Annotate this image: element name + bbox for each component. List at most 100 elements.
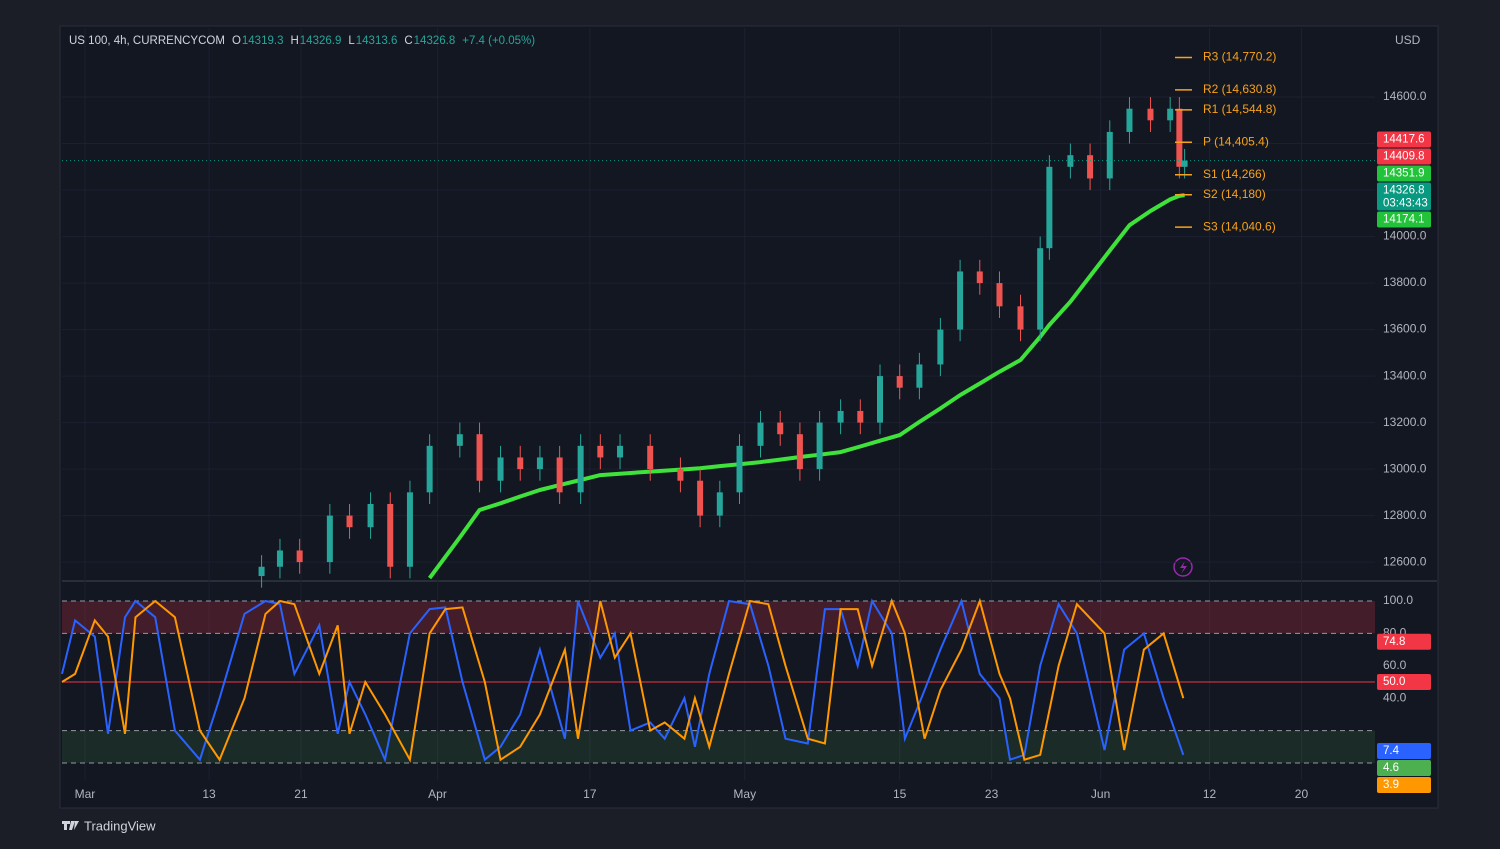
candle-body [597,445,604,458]
candle-body [1181,160,1188,167]
price-badge [1377,165,1431,182]
price-badge-label: 74.8 [1383,636,1405,648]
price-badge-label: 4.6 [1383,762,1399,774]
pivot-label: R2 (14,630.8) [1203,82,1276,96]
countdown: 03:43:43 [1383,198,1428,210]
candle-body [777,422,784,435]
y-tick-label: 13200.0 [1383,415,1427,429]
legend-text: 14326.8 [414,35,456,47]
y-tick-label: 14600.0 [1383,89,1427,103]
candle-body [536,457,543,470]
y-tick-label: 14000.0 [1383,229,1427,243]
candle-body [757,422,764,446]
x-tick-label: Mar [75,787,96,801]
legend-text: O [232,35,241,47]
candle-body [426,445,433,493]
candle-body [716,492,723,516]
candle-body [816,422,823,470]
candle-body [406,492,413,567]
candle-body [517,457,524,470]
legend-text: C [404,35,412,47]
pivot-label: S2 (14,180) [1203,187,1266,201]
price-badge-label: 3.9 [1383,779,1399,791]
y-tick-label: 12800.0 [1383,508,1427,522]
y-tick-label: 60.0 [1383,658,1407,672]
x-tick-label: 17 [583,787,597,801]
brand-name: TradingView [84,818,156,833]
x-tick-label: 23 [985,787,999,801]
brand-logo [62,821,79,830]
x-tick-label: 12 [1203,787,1217,801]
price-badge [1377,633,1431,650]
x-tick-label: Apr [428,787,447,801]
price-badge [1377,742,1431,759]
price-badge [1377,759,1431,776]
price-badge-label: 14417.6 [1383,134,1425,146]
price-badge [1377,673,1431,690]
y-tick-label: 12600.0 [1383,554,1427,568]
x-tick-label: May [733,787,756,801]
price-badge-label: 14409.8 [1383,151,1425,163]
candle-body [647,445,654,470]
legend-text: H [290,35,298,47]
candle-body [876,376,883,423]
candle-body [1126,108,1133,132]
legend-text: 14319.3 [242,35,284,47]
legend-text: 14313.6 [356,35,398,47]
candle-body [456,434,463,446]
alert-icon-bolt [1180,561,1187,574]
candle-body [276,550,283,567]
candle-body [1046,166,1053,249]
x-tick-label: 15 [893,787,907,801]
alert-icon[interactable] [1173,557,1193,577]
price-badge-label: 14326.8 [1383,185,1425,197]
y-tick-label: 13800.0 [1383,275,1427,289]
legend-text: US 100, 4h, CURRENCYCOM [69,35,225,47]
price-badge-label: 50.0 [1383,676,1405,688]
candle-body [258,566,265,577]
chart-background [59,25,1439,809]
y-tick-label: 13400.0 [1383,368,1427,382]
x-tick-label: 13 [202,787,216,801]
x-tick-label: 21 [294,787,308,801]
price-badge [1377,131,1431,148]
candle-body [387,503,394,567]
pivot-label: S3 (14,040.6) [1203,219,1276,233]
price-badge [1377,776,1431,793]
candle-body [697,480,704,516]
price-badge [1377,148,1431,165]
candle-body [937,329,944,365]
candle-body [857,410,864,423]
candle-body [367,503,374,528]
candle-body [736,445,743,493]
moving-average [427,193,1185,580]
y-tick-label: 13600.0 [1383,322,1427,336]
zone-oversold [62,730,1375,763]
candle-body [796,434,803,470]
currency-label: USD [1395,33,1421,47]
candle-body [1087,155,1094,179]
candle-body [617,445,624,458]
legend-text: L [348,35,355,47]
candle-body [996,283,1003,307]
price-badge [1377,182,1431,211]
legend-text: 14326.9 [300,35,342,47]
price-badge-label: 7.4 [1383,745,1400,757]
candle-body [1147,108,1154,121]
y-tick-label: 100.0 [1383,593,1413,607]
candle-body [1176,108,1183,167]
legend-text: +7.4 (+0.05%) [462,35,535,47]
candle-body [1106,131,1113,179]
candle-body [916,364,923,388]
candle-body [896,376,903,388]
stochastic-line [61,597,1185,763]
candle-body [346,515,353,528]
price-badge-label: 14351.9 [1383,168,1425,180]
candle-body [976,271,983,284]
pivot-label: R1 (14,544.8) [1203,102,1276,116]
pivot-label: P (14,405.4) [1203,134,1269,148]
x-tick-label: Jun [1091,787,1110,801]
x-tick-label: 20 [1295,787,1309,801]
